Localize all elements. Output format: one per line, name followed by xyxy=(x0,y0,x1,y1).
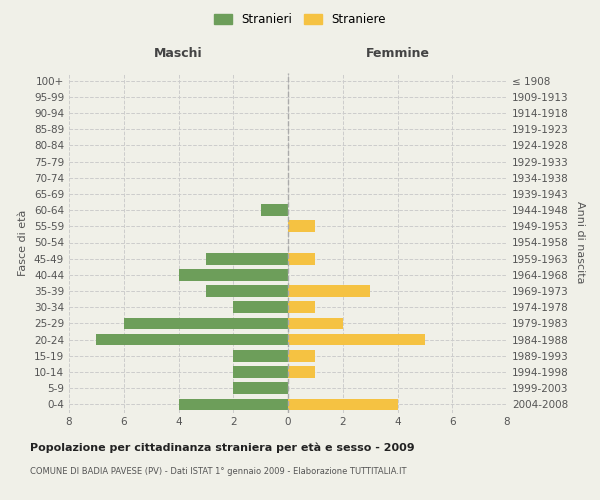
Bar xyxy=(179,398,288,410)
Bar xyxy=(260,204,288,216)
Bar xyxy=(288,350,316,362)
Bar xyxy=(288,285,370,297)
Y-axis label: Anni di nascita: Anni di nascita xyxy=(575,201,585,283)
Text: Maschi: Maschi xyxy=(154,46,203,60)
Legend: Stranieri, Straniere: Stranieri, Straniere xyxy=(209,8,391,31)
Bar xyxy=(206,285,288,297)
Bar xyxy=(233,366,288,378)
Bar xyxy=(288,398,398,410)
Text: COMUNE DI BADIA PAVESE (PV) - Dati ISTAT 1° gennaio 2009 - Elaborazione TUTTITAL: COMUNE DI BADIA PAVESE (PV) - Dati ISTAT… xyxy=(30,468,407,476)
Bar xyxy=(206,253,288,264)
Text: Popolazione per cittadinanza straniera per età e sesso - 2009: Popolazione per cittadinanza straniera p… xyxy=(30,442,415,453)
Bar xyxy=(124,318,288,330)
Bar xyxy=(288,302,316,313)
Bar xyxy=(233,302,288,313)
Bar xyxy=(288,318,343,330)
Bar xyxy=(288,366,316,378)
Text: Femmine: Femmine xyxy=(365,46,430,60)
Bar xyxy=(233,350,288,362)
Bar xyxy=(288,334,425,345)
Bar xyxy=(233,382,288,394)
Y-axis label: Fasce di età: Fasce di età xyxy=(19,210,28,276)
Bar xyxy=(179,269,288,280)
Bar xyxy=(288,220,316,232)
Bar xyxy=(288,253,316,264)
Bar xyxy=(97,334,288,345)
